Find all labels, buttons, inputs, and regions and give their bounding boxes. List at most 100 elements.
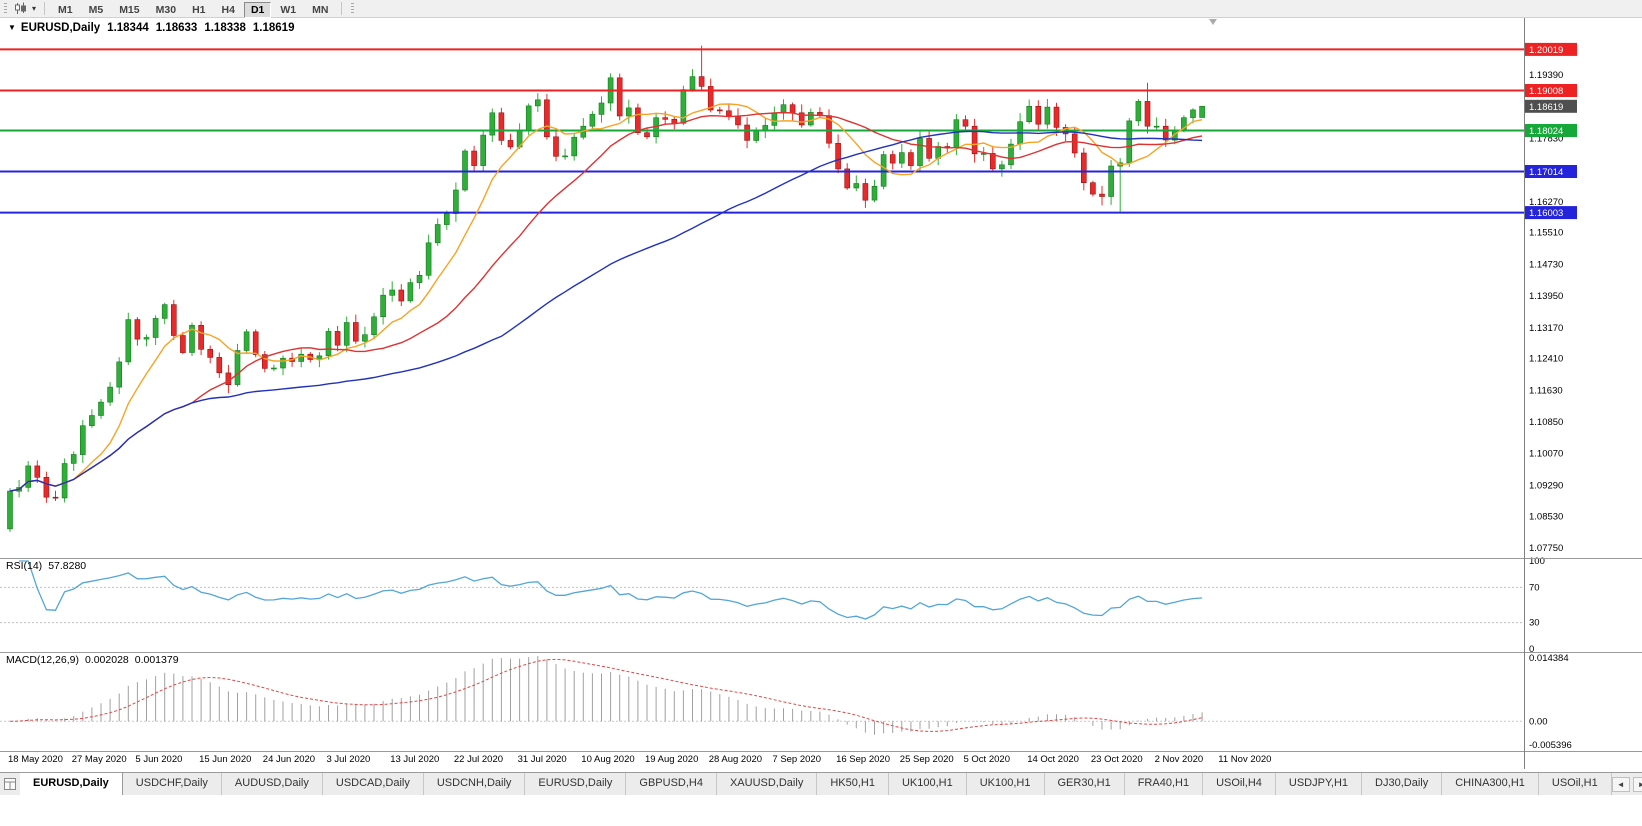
chart-tab-gbpusd-h4[interactable]: GBPUSD,H4: [626, 773, 717, 795]
tab-scroll-arrows: ◄ ►: [1611, 773, 1642, 795]
ma-slow-line: [9, 130, 1203, 492]
macd-axis-label: -0.005396: [1529, 740, 1572, 751]
date-axis-label: 7 Sep 2020: [772, 754, 821, 765]
rsi-axis-label: 0: [1529, 644, 1534, 655]
date-axis-label: 11 Nov 2020: [1218, 754, 1272, 765]
date-axis-label: 2 Nov 2020: [1154, 754, 1204, 765]
rsi-indicator-panel: 100 70 30 0 RSI(14) 57.8280: [0, 556, 1642, 655]
price-axis-label: 1.07750: [1529, 543, 1563, 554]
date-axis-label: 28 Aug 2020: [708, 754, 763, 765]
chart-tab-xauusd-daily[interactable]: XAUUSD,Daily: [717, 773, 818, 795]
level-price-badge: [1525, 124, 1577, 137]
chart-tab-usoil-h1[interactable]: USOil,H1: [1539, 773, 1612, 795]
level-price-badge: [1525, 42, 1577, 56]
price-axis-label: 1.13950: [1529, 291, 1563, 302]
timeframe-toolbar: ▾ M1 M5 M15 M30 H1 H4 D1 W1 MN: [0, 0, 1642, 18]
chart-tab-usdjpy-h1[interactable]: USDJPY,H1: [1276, 773, 1363, 795]
price-axis-label: 1.10850: [1529, 417, 1563, 428]
chart-tab-uk100-h1[interactable]: UK100,H1: [889, 773, 967, 795]
chart-menu-arrow-icon[interactable]: ▼: [8, 23, 16, 32]
price-axis-label: 1.17830: [1529, 133, 1563, 144]
price-axis-label: 1.10070: [1529, 449, 1563, 460]
chart-tab-uk100-h1[interactable]: UK100,H1: [967, 773, 1045, 795]
chart-tabs-group: EURUSD,Daily USDCHF,Daily AUDUSD,Daily USDC…: [20, 773, 1612, 795]
main-price-chart[interactable]: 1.193901.186101.178301.170501.162701.155…: [0, 18, 1642, 558]
price-axis-label: 1.14730: [1529, 259, 1563, 270]
rsi-name-label: RSI(14): [6, 560, 43, 572]
timeframe-button-w1[interactable]: W1: [280, 3, 297, 16]
chart-area: 1.193901.186101.178301.170501.162701.155…: [0, 18, 1642, 769]
chart-type-dropdown-caret-icon[interactable]: ▾: [31, 4, 36, 13]
timeframe-button-m15[interactable]: M15: [119, 3, 140, 16]
toolbar-grip[interactable]: [351, 2, 355, 15]
timeframe-button-m5[interactable]: M5: [88, 3, 104, 16]
price-axis-label: 1.19390: [1529, 70, 1563, 81]
chart-tab-hk50-h1[interactable]: HK50,H1: [817, 773, 889, 795]
chart-tab-usoil-h4[interactable]: USOil,H4: [1203, 773, 1276, 795]
chart-tab-ger30-h1[interactable]: GER30,H1: [1045, 773, 1125, 795]
level-price-badge-label: 1.19008: [1529, 86, 1563, 97]
chart-tab-china300-h1[interactable]: CHINA300,H1: [1442, 773, 1539, 795]
main-chart-panel: 1.193901.186101.178301.170501.162701.155…: [0, 18, 1642, 558]
charts-grid-glyph: [4, 778, 16, 790]
macd-indicator-panel: 0.014384 0.00 -0.005396 MACD(12,26,9) 0.002…: [0, 652, 1642, 751]
price-axis-label: 1.12410: [1529, 354, 1563, 365]
rsi-axis-label: 100: [1529, 556, 1545, 567]
chart-tab-fra40-h1[interactable]: FRA40,H1: [1125, 773, 1204, 795]
tab-scroll-left-icon[interactable]: ◄: [1611, 776, 1630, 792]
chart-tab-eurusd-daily[interactable]: EURUSD,Daily: [525, 773, 627, 795]
macd-title: MACD(12,26,9) 0.002028 0.001379: [6, 654, 179, 666]
date-axis-label: 13 Jul 2020: [390, 754, 440, 765]
panel-separator[interactable]: [0, 558, 1642, 559]
panel-separator[interactable]: [0, 652, 1642, 653]
rsi-indicator-chart[interactable]: 100 70 30 0: [0, 556, 1642, 655]
level-price-badge-label: 1.20019: [1529, 45, 1563, 56]
macd-axis-label: 0.00: [1529, 716, 1548, 727]
current-price-badge-label: 1.18619: [1529, 102, 1563, 113]
timeframe-button-m1[interactable]: M1: [58, 3, 73, 16]
date-axis-label: 14 Oct 2020: [1027, 754, 1079, 765]
timeframe-button-mn[interactable]: MN: [312, 3, 329, 16]
timeframe-button-d1[interactable]: D1: [243, 1, 272, 18]
date-axis-label: 5 Oct 2020: [963, 754, 1010, 765]
chart-tab-usdcnh-daily[interactable]: USDCNH,Daily: [424, 773, 526, 795]
level-price-badge: [1525, 206, 1577, 220]
timeframe-button-h4[interactable]: H4: [221, 3, 235, 16]
chart-tab-usdchf-daily[interactable]: USDCHF,Daily: [123, 773, 222, 795]
charts-list-icon[interactable]: [0, 773, 20, 795]
chart-tab-eurusd-daily[interactable]: EURUSD,Daily: [20, 773, 123, 795]
rsi-current-value: 57.8280: [48, 560, 87, 572]
level-price-badge-label: 1.18024: [1529, 126, 1563, 137]
date-axis-label: 10 Aug 2020: [581, 754, 635, 765]
chart-tab-usdcad-daily[interactable]: USDCAD,Daily: [323, 773, 424, 795]
date-axis[interactable]: 18 May 2020 27 May 2020 5 Jun 2020 15 Jun 2…: [0, 751, 1642, 769]
toolbar-grip[interactable]: [4, 2, 7, 15]
level-price-badge: [1525, 165, 1577, 178]
price-axis-label: 1.16270: [1529, 197, 1563, 208]
bar-high-value: 1.18633: [155, 22, 198, 34]
date-axis-label: 25 Sep 2020: [899, 754, 954, 765]
candlestick-glyph: [14, 2, 26, 14]
timeframe-button-m30[interactable]: M30: [155, 3, 177, 16]
candlesticks: [7, 45, 1205, 532]
date-axis-label: 3 Jul 2020: [326, 754, 371, 765]
date-axis-label: 5 Jun 2020: [135, 754, 183, 765]
tab-scroll-right-icon[interactable]: ►: [1632, 776, 1642, 792]
rsi-axis-label: 30: [1529, 618, 1540, 629]
chart-tab-dj30-daily[interactable]: DJ30,Daily: [1362, 773, 1443, 795]
price-axis-border[interactable]: [1524, 18, 1525, 769]
rsi-title: RSI(14) 57.8280: [6, 560, 86, 572]
date-axis-label: 23 Oct 2020: [1090, 754, 1143, 765]
macd-signal-line: [9, 658, 1203, 732]
macd-indicator-chart[interactable]: 0.014384 0.00 -0.005396: [0, 652, 1642, 751]
price-axis-label: 1.13170: [1529, 323, 1563, 334]
candlestick-chart-icon[interactable]: [11, 1, 29, 17]
timeframe-button-h1[interactable]: H1: [192, 3, 206, 16]
macd-main-value: 0.002028: [84, 654, 129, 666]
macd-name-label: MACD(12,26,9): [6, 654, 79, 666]
rsi-axis-label: 70: [1529, 582, 1540, 593]
toolbar-separator: [44, 2, 45, 15]
chart-tab-audusd-daily[interactable]: AUDUSD,Daily: [222, 773, 323, 795]
price-axis-label: 1.08530: [1529, 511, 1563, 522]
